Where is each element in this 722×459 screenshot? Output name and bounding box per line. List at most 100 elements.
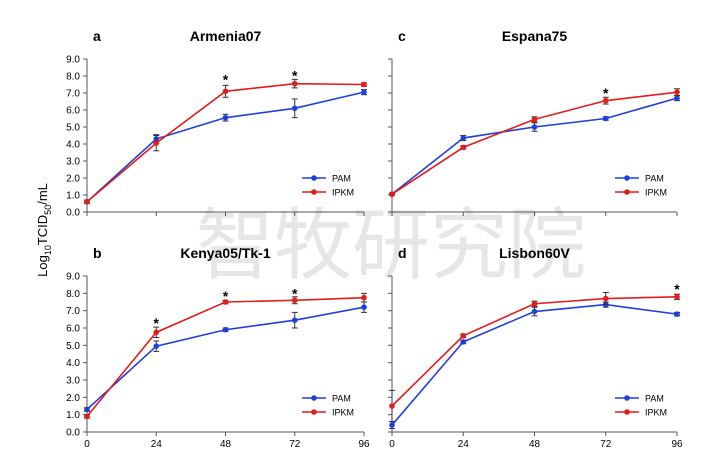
data-point xyxy=(531,116,538,123)
y-axis-label-sub2: 50 xyxy=(43,205,53,215)
data-point xyxy=(361,89,367,95)
y-tick-label: 4.0 xyxy=(66,140,80,151)
data-point xyxy=(361,81,367,88)
series-pam xyxy=(84,301,367,413)
data-point xyxy=(389,422,395,428)
legend-marker xyxy=(311,395,317,401)
data-point xyxy=(674,95,680,101)
x-tick-label: 24 xyxy=(458,439,470,450)
panel-letter: a xyxy=(93,28,101,44)
series-ipkm xyxy=(389,88,680,197)
legend-marker xyxy=(624,189,630,195)
panel-b: 0.0 1.0 2.0 3.0 4.0 5.0 6.0 7.0 8.0 9.0 0 24 48 72 96 b… xyxy=(66,245,370,450)
series-ipkm xyxy=(389,291,680,423)
y-axis-label-end: /mL xyxy=(35,183,50,205)
data-point xyxy=(531,124,538,130)
legend-label: IPKM xyxy=(645,188,667,198)
data-point xyxy=(222,88,229,95)
data-point xyxy=(460,339,467,345)
y-tick-label: 0.0 xyxy=(66,208,80,219)
significance-marker: * xyxy=(603,85,609,101)
data-point xyxy=(531,308,538,315)
chart-title: Kenya05/Tk-1 xyxy=(180,245,270,261)
y-tick-label: 3.0 xyxy=(66,376,80,387)
y-tick-label: 0.0 xyxy=(66,428,80,439)
y-tick-label: 2.0 xyxy=(66,174,80,185)
data-point xyxy=(460,144,467,151)
series-line xyxy=(86,91,365,203)
data-point xyxy=(460,135,467,141)
data-point xyxy=(602,97,609,104)
y-tick-label: 9.0 xyxy=(66,272,80,283)
significance-marker: * xyxy=(292,285,298,301)
series-ipkm xyxy=(84,292,367,420)
data-point xyxy=(291,80,298,87)
y-tick-label: 8.0 xyxy=(66,72,80,83)
data-point xyxy=(674,311,680,317)
data-point xyxy=(674,294,680,300)
series-pam xyxy=(84,89,367,205)
legend-label: PAM xyxy=(332,394,351,404)
panel-c: c Espana75 * PAM IPKM xyxy=(388,28,680,216)
x-tick-label: 0 xyxy=(84,439,90,450)
data-point xyxy=(361,294,367,301)
panel-letter: b xyxy=(93,245,102,261)
x-tick-label: 72 xyxy=(600,439,612,450)
legend-label: IPKM xyxy=(645,408,667,418)
data-point xyxy=(84,199,90,205)
x-tick-label: 24 xyxy=(151,439,163,450)
y-axis-label-mid: TCID xyxy=(35,215,50,245)
x-tick-label: 48 xyxy=(529,439,541,450)
x-tick-label: 48 xyxy=(220,439,232,450)
legend-label: PAM xyxy=(645,174,664,184)
data-point xyxy=(602,295,609,302)
significance-marker: * xyxy=(223,288,229,304)
y-tick-label: 6.0 xyxy=(66,324,80,335)
y-tick-label: 7.0 xyxy=(66,306,80,317)
legend-label: IPKM xyxy=(332,188,354,198)
panel-letter: c xyxy=(398,28,406,44)
data-point xyxy=(674,89,680,95)
legend: PAM IPKM xyxy=(302,174,354,198)
y-tick-label: 6.0 xyxy=(66,106,80,117)
data-point xyxy=(389,403,395,409)
chart-title: Lisbon60V xyxy=(499,245,570,261)
series-line xyxy=(86,306,365,411)
y-tick-label: 1.0 xyxy=(66,410,80,421)
legend-label: IPKM xyxy=(332,408,354,418)
x-tick-label: 96 xyxy=(358,439,370,450)
data-point xyxy=(291,317,298,324)
significance-marker: * xyxy=(223,72,229,88)
data-point xyxy=(222,299,229,305)
y-tick-label: 7.0 xyxy=(66,89,80,100)
legend-marker xyxy=(624,395,630,401)
legend: PAM IPKM xyxy=(615,174,667,198)
significance-marker: * xyxy=(154,315,160,331)
data-point xyxy=(291,105,298,112)
data-point xyxy=(84,413,90,420)
data-point xyxy=(153,140,160,146)
y-tick-label: 4.0 xyxy=(66,358,80,369)
data-point xyxy=(291,297,298,304)
y-tick-label: 5.0 xyxy=(66,341,80,352)
legend-marker xyxy=(311,189,317,195)
series-line xyxy=(391,91,678,195)
panels: 0.0 1.0 2.0 3.0 4.0 5.0 6.0 7.0 8.0 9.0 a Armenia07… xyxy=(66,28,683,450)
legend-label: PAM xyxy=(645,394,664,404)
legend-marker xyxy=(311,409,317,415)
data-point xyxy=(460,333,467,339)
significance-marker: * xyxy=(674,281,680,297)
legend: PAM IPKM xyxy=(615,394,667,418)
significance-marker: * xyxy=(292,67,298,83)
y-tick-label: 8.0 xyxy=(66,289,80,300)
panel-d: 0 24 48 72 96 d Lisbon60V * PAM IPKM xyxy=(388,245,683,450)
data-point xyxy=(389,191,395,197)
legend-marker xyxy=(624,409,630,415)
panel-letter: d xyxy=(398,245,407,261)
data-point xyxy=(153,343,160,350)
series-line xyxy=(391,97,678,195)
y-tick-label: 9.0 xyxy=(66,55,80,66)
y-axis-label-main: Log xyxy=(35,255,50,277)
legend-label: PAM xyxy=(332,174,351,184)
